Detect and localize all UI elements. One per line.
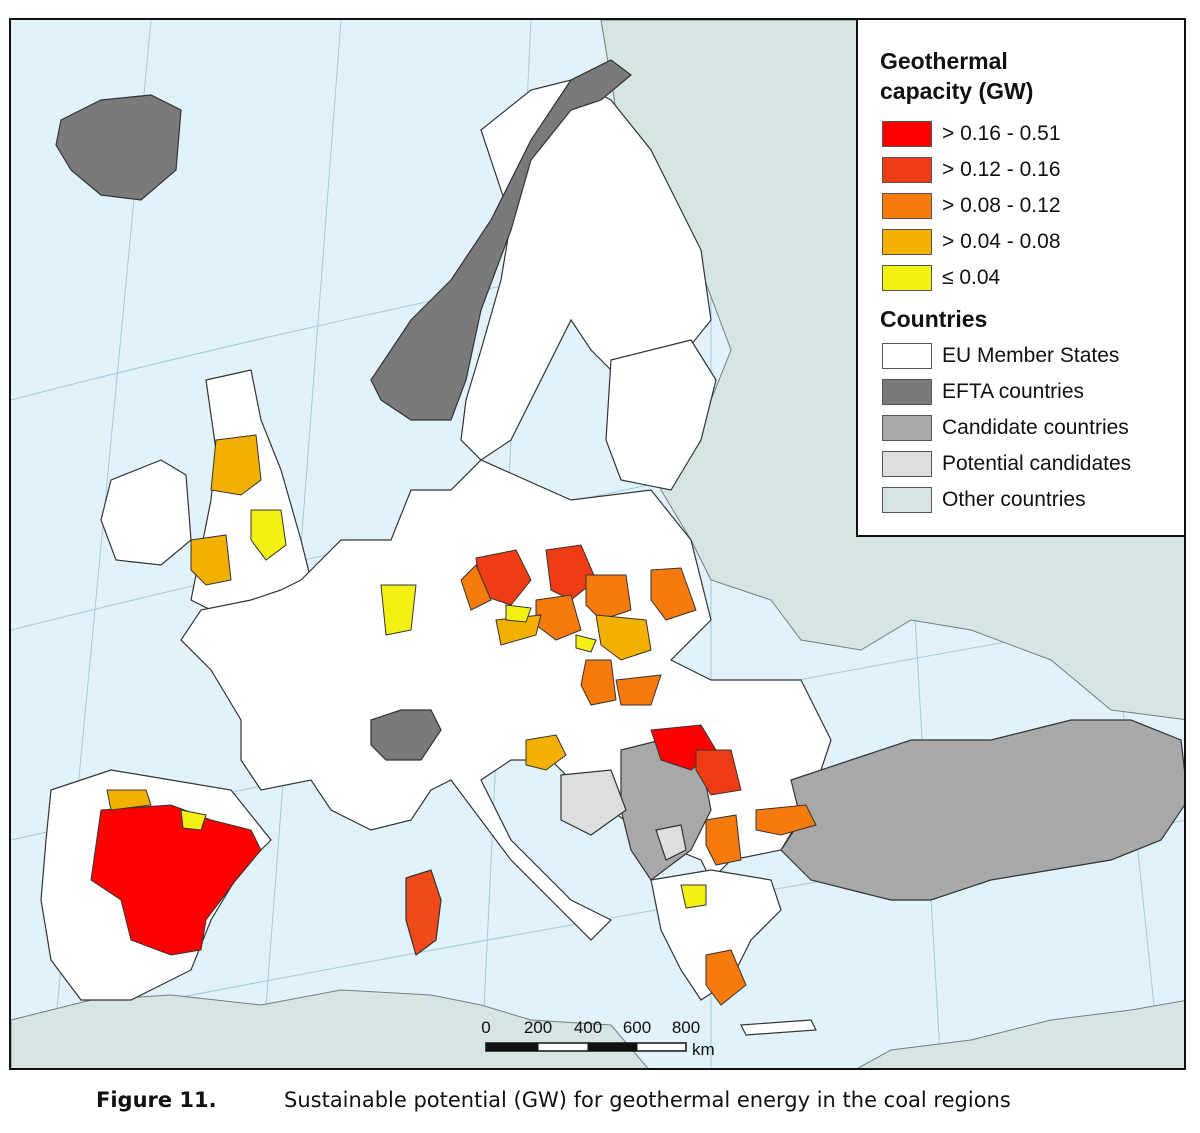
legend-class-row: > 0.12 - 0.16 <box>882 156 1061 184</box>
legend-swatch <box>882 193 932 219</box>
region-class-5 <box>680 884 707 909</box>
legend-country-row: Candidate countries <box>882 414 1129 442</box>
region-class-5 <box>180 809 207 831</box>
region-class-2 <box>695 749 742 796</box>
legend-swatch <box>882 487 932 513</box>
scale-bar: 0 200 400 600 800 km <box>476 1018 716 1062</box>
figure-number: Figure 11. <box>96 1088 217 1112</box>
region-class-4 <box>595 614 652 661</box>
legend-class-label: ≤ 0.04 <box>942 266 1001 289</box>
scale-tick-label: 600 <box>622 1018 652 1037</box>
legend-class-label: > 0.08 - 0.12 <box>942 194 1061 217</box>
region-class-4 <box>210 434 262 496</box>
region-class-4 <box>190 534 232 586</box>
legend-swatch <box>882 121 932 147</box>
region-class-3 <box>755 804 817 836</box>
region-class-4 <box>106 789 152 811</box>
candidate-countries <box>620 719 1184 901</box>
region-class-5 <box>575 634 597 653</box>
scale-bar-graphic <box>485 1042 687 1052</box>
legend-class-label: > 0.12 - 0.16 <box>942 158 1061 181</box>
region-class-3 <box>615 674 662 706</box>
figure-caption: Figure 11. Sustainable potential (GW) for… <box>96 1088 1011 1112</box>
region-class-5 <box>505 604 532 623</box>
legend-country-label: Other countries <box>942 488 1086 511</box>
scale-tick-label: 400 <box>573 1018 603 1037</box>
legend-title-line1: Geothermal <box>880 48 1008 74</box>
region-class-3 <box>705 949 747 1006</box>
legend-swatch <box>882 415 932 441</box>
legend-country-label: EU Member States <box>942 344 1120 367</box>
legend-country-row: Other countries <box>882 486 1086 514</box>
region-class-5 <box>250 509 287 561</box>
potential-candidates <box>560 769 687 861</box>
legend-panel: Geothermal capacity (GW) > 0.16 - 0.51 >… <box>856 18 1186 537</box>
legend-class-label: > 0.16 - 0.51 <box>942 122 1061 145</box>
scale-tick-label: 200 <box>523 1018 553 1037</box>
legend-countries-title: Countries <box>880 306 988 332</box>
legend-class-label: > 0.04 - 0.08 <box>942 230 1061 253</box>
legend-swatch <box>882 229 932 255</box>
legend-country-label: EFTA countries <box>942 380 1084 403</box>
scale-unit: km <box>692 1040 715 1059</box>
legend-country-label: Potential candidates <box>942 452 1132 475</box>
region-class-3 <box>650 567 697 621</box>
region-class-3 <box>460 564 492 611</box>
legend-class-row: ≤ 0.04 <box>882 264 1000 292</box>
coal-regions <box>90 434 817 1006</box>
legend-country-row: EFTA countries <box>882 378 1084 406</box>
legend-swatch <box>882 451 932 477</box>
region-class-2 <box>545 544 597 601</box>
legend-swatch <box>882 265 932 291</box>
legend-title-line2: capacity (GW) <box>880 78 1034 104</box>
region-class-3 <box>580 659 617 706</box>
scale-tick-label: 800 <box>671 1018 701 1037</box>
region-class-3 <box>705 814 742 866</box>
region-class-4 <box>525 734 567 771</box>
region-class-3 <box>585 574 632 621</box>
legend-country-row: Potential candidates <box>882 450 1131 478</box>
legend-class-row: > 0.08 - 0.12 <box>882 192 1061 220</box>
legend-swatch <box>882 343 932 369</box>
legend-swatch <box>882 379 932 405</box>
europe-map[interactable] <box>11 20 1186 1070</box>
region-class-1 <box>90 804 262 956</box>
legend-class-row: > 0.16 - 0.51 <box>882 120 1061 148</box>
legend-country-row: EU Member States <box>882 342 1119 370</box>
figure-caption-text: Sustainable potential (GW) for geotherma… <box>284 1088 1011 1112</box>
legend-class-row: > 0.04 - 0.08 <box>882 228 1061 256</box>
scale-tick-label: 0 <box>481 1018 491 1037</box>
legend-country-label: Candidate countries <box>942 416 1129 439</box>
region-class-5 <box>380 584 417 636</box>
legend-swatch <box>882 157 932 183</box>
efta-countries <box>55 59 632 761</box>
